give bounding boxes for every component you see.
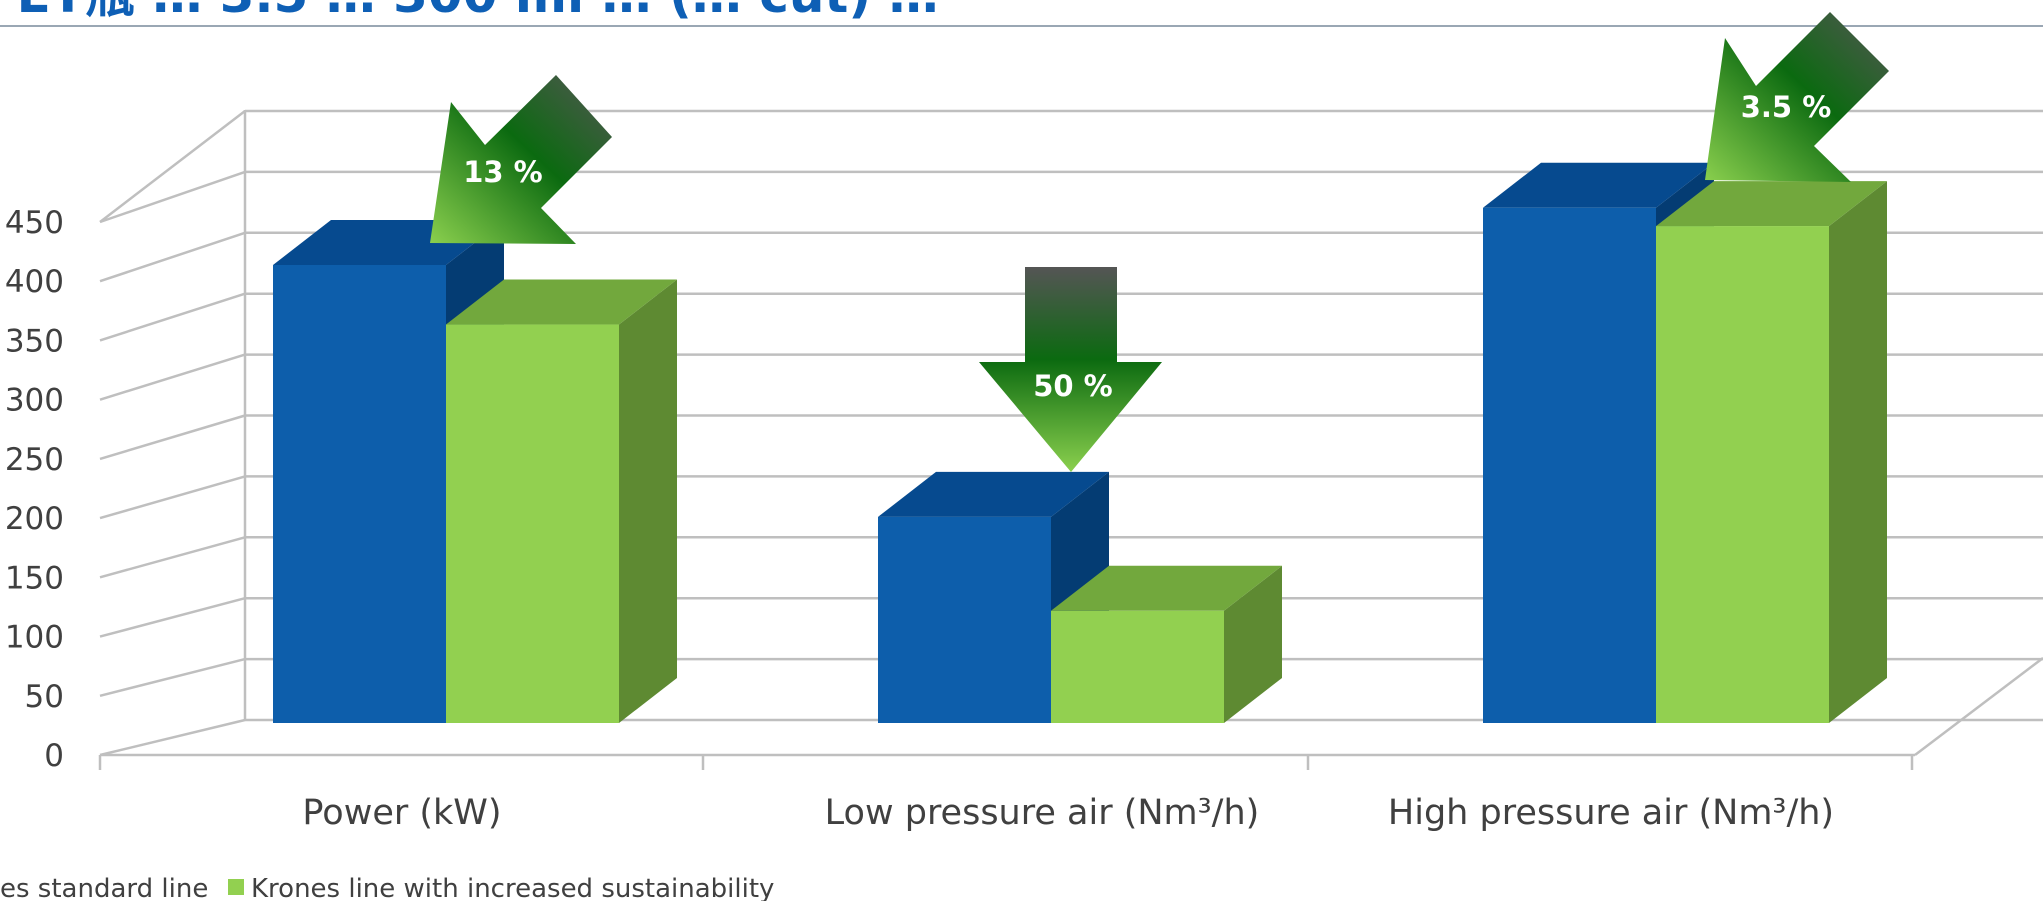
y-axis-tick-labels: 0 50 100 150 200 250 300 350 400 450 (5, 205, 64, 774)
bar-front-face (446, 324, 619, 723)
annotation-label-power: 13 % (463, 155, 543, 189)
bar-top-face (1656, 181, 1887, 227)
bar-top-face (878, 471, 1109, 517)
down-left-arrow-shape (1705, 12, 1889, 182)
bar-front-face (1656, 226, 1829, 723)
legend: es standard line Krones line with increa… (0, 874, 774, 901)
y-tick-label-450: 450 (5, 205, 64, 241)
gridline-depth-250 (99, 414, 246, 461)
annotation-label-low-pressure: 50 % (1033, 369, 1113, 403)
down-arrow-shape (979, 267, 1162, 472)
gridline-depth-top (99, 110, 246, 223)
bar-top-face (1051, 565, 1282, 611)
annotation-arrow-high-pressure: 3.5 % (1705, 12, 1889, 182)
bar-top-face (1483, 162, 1714, 208)
y-tick-label-300: 300 (5, 383, 64, 419)
bar-side-face (619, 279, 677, 723)
bar-front-face (273, 265, 446, 723)
bar-front-face (1483, 207, 1656, 723)
y-tick-label-250: 250 (5, 442, 64, 478)
y-tick-label-0: 0 (44, 738, 64, 774)
y-tick-label-400: 400 (5, 264, 64, 300)
annotation-arrow-power: 13 % (430, 75, 612, 244)
bar-standard-1 (878, 471, 1109, 723)
bar-side-face (1829, 181, 1887, 723)
gridline-depth-450 (99, 170, 246, 224)
gridline-depth-350 (99, 292, 246, 342)
x-category-label-low-pressure: Low pressure air (Nm³/h) (825, 793, 1260, 833)
x-category-label-power: Power (kW) (302, 793, 501, 833)
annotation-label-high-pressure: 3.5 % (1741, 90, 1832, 124)
bar-sustainable-0 (446, 279, 677, 723)
page-title: PET瓶 … 3.5 … 300 ml … (… cut) … (0, 0, 939, 24)
bar-front-face (878, 516, 1051, 723)
gridline-depth-0 (99, 718, 246, 757)
x-category-label-high-pressure: High pressure air (Nm³/h) (1388, 793, 1834, 833)
gridline-depth-300 (99, 353, 246, 401)
bar-sustainable-2 (1656, 181, 1887, 723)
bars (273, 162, 1887, 723)
bar-front-face (1051, 610, 1224, 723)
floor-right-depth (1914, 657, 2043, 756)
legend-label-sustainable: Krones line with increased sustainabilit… (251, 874, 774, 901)
y-tick-label-100: 100 (5, 620, 64, 656)
gridline-depth-400 (99, 231, 246, 283)
y-tick-label-50: 50 (25, 679, 64, 715)
gridline-depth-150 (99, 536, 246, 579)
gridline-depth-100 (99, 596, 246, 638)
gridline-depth-200 (99, 475, 246, 520)
annotation-arrow-low-pressure: 50 % (979, 267, 1162, 472)
y-tick-label-150: 150 (5, 560, 64, 596)
down-left-arrow-shape (430, 75, 612, 244)
bar-sustainable-1 (1051, 565, 1282, 723)
gridline-depth-50 (99, 657, 246, 697)
y-tick-label-200: 200 (5, 501, 64, 537)
y-tick-label-350: 350 (5, 323, 64, 359)
legend-label-standard: es standard line (0, 874, 208, 901)
bar-side-face (1224, 565, 1282, 723)
bar-top-face (446, 279, 677, 325)
legend-swatch-sustainable (228, 879, 244, 895)
